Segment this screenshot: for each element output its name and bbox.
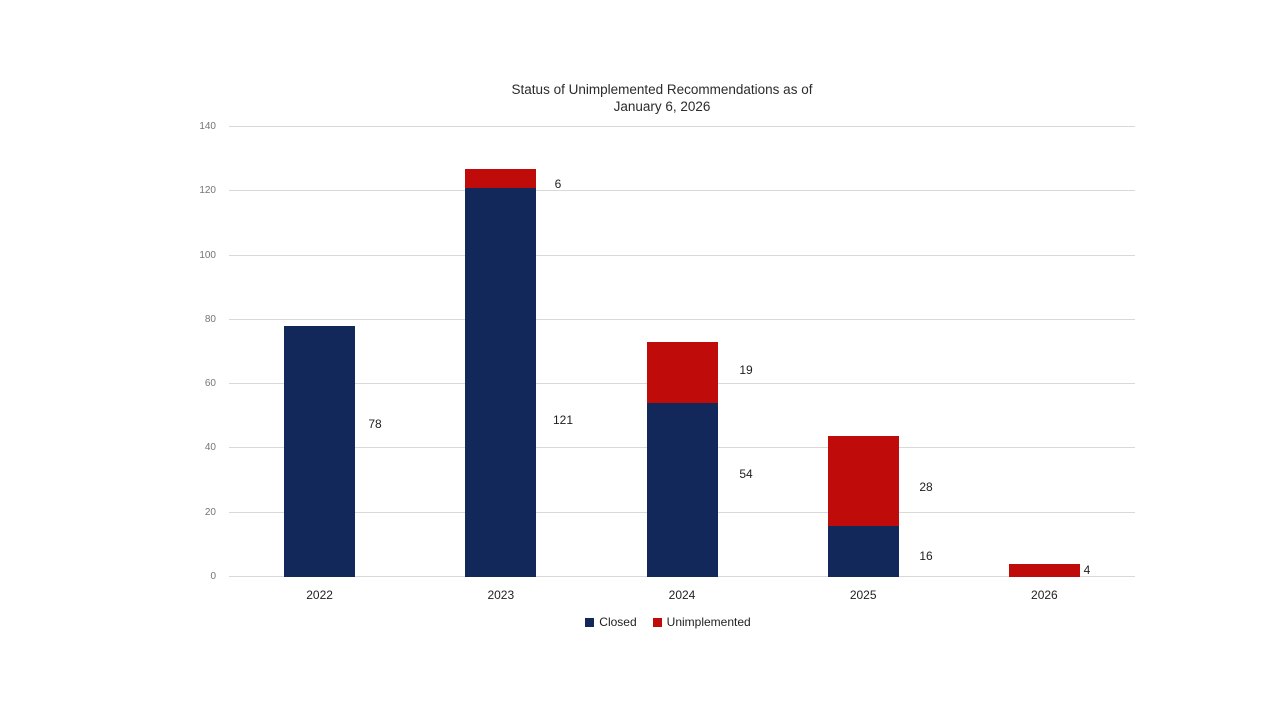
bar-segment-closed-2022 (284, 326, 356, 577)
bar-data-label: 28 (919, 480, 933, 494)
y-axis-tick-label: 40 (204, 442, 216, 454)
bar-segment-unimplemented-2026 (1008, 564, 1080, 577)
gridline-80 (229, 318, 1135, 320)
chart-title: Status of Unimplemented Recommendations … (189, 81, 1135, 115)
chart-title-line-2: January 6, 2026 (613, 99, 711, 114)
x-axis-category-label: 2023 (487, 588, 515, 602)
legend: Closed Unimplemented (215, 615, 1121, 629)
gridline-140 (229, 126, 1135, 127)
legend-item-closed: Closed (585, 615, 637, 629)
y-axis-tick-label: 80 (204, 313, 216, 325)
y-axis-tick-label: 120 (199, 185, 216, 197)
x-axis-category-label: 2025 (849, 588, 877, 602)
legend-marker-unimplemented (652, 617, 662, 627)
gridline-120 (229, 190, 1135, 192)
bar-data-label: 54 (739, 467, 753, 481)
y-axis-tick-label: 100 (199, 249, 216, 261)
x-axis-category-label: 2026 (1031, 588, 1058, 602)
y-axis-tick-label: 0 (210, 571, 216, 582)
bar-segment-closed-2024 (646, 403, 718, 577)
bar-segment-closed-2023 (465, 188, 537, 577)
x-axis-category-label: 2024 (668, 588, 696, 602)
bar-data-label: 121 (552, 413, 574, 427)
y-axis-tick-label: 60 (204, 378, 216, 390)
y-axis-tick-label: 20 (204, 506, 216, 518)
chart-title-line-1: Status of Unimplemented Recommendations … (511, 82, 813, 97)
bar-segment-closed-2025 (827, 525, 899, 577)
legend-marker-closed (585, 617, 595, 627)
bar-data-label: 78 (368, 417, 382, 431)
bar-data-label: 6 (554, 177, 562, 191)
legend-label: Unimplemented (666, 615, 751, 629)
gridline-100 (229, 254, 1135, 256)
bar-segment-unimplemented-2025 (827, 435, 899, 526)
legend-item-unimplemented: Unimplemented (652, 615, 751, 629)
y-axis-tick-label: 140 (199, 121, 216, 132)
bar-data-label: 4 (1083, 563, 1091, 577)
legend-label: Closed (599, 615, 637, 629)
bar-segment-unimplemented-2023 (465, 168, 537, 189)
bar-data-label: 16 (919, 549, 933, 563)
bar-data-label: 19 (739, 363, 753, 377)
x-axis-category-label: 2022 (306, 588, 333, 602)
bar-segment-unimplemented-2024 (646, 342, 718, 404)
